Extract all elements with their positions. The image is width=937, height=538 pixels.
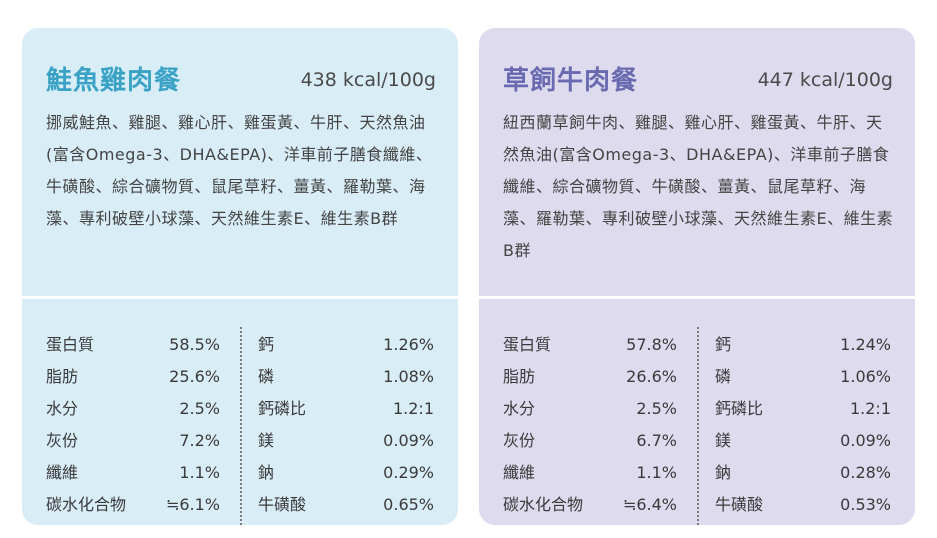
nutrient-value: 1.24% <box>840 335 891 354</box>
nutrient-row: 水分 2.5% <box>46 393 220 425</box>
calorie-value: 447 kcal/100g <box>757 69 893 91</box>
nutrient-label: 碳水化合物 <box>503 495 584 514</box>
nutrient-label: 碳水化合物 <box>46 495 127 514</box>
nutrient-row: 碳水化合物 ≒6.1% <box>46 489 220 521</box>
nutrient-row: 鈣磷比 1.2:1 <box>715 393 891 425</box>
nutrient-value: ≒6.1% <box>165 495 220 514</box>
nutrient-label: 牛磺酸 <box>258 495 307 514</box>
nutrition-column-left: 蛋白質 58.5% 脂肪 25.6% 水分 2.5% 灰份 7.2% 纖維 1.1% 碳水… <box>46 329 220 521</box>
nutrient-label: 水分 <box>503 399 536 418</box>
nutrient-label: 磷 <box>258 367 275 386</box>
nutrient-label: 鎂 <box>258 431 275 450</box>
nutrient-value: 57.8% <box>626 335 677 354</box>
nutrient-row: 鎂 0.09% <box>715 425 891 457</box>
section-divider <box>479 296 915 299</box>
nutrient-value: 7.2% <box>179 431 220 450</box>
nutrient-row: 纖維 1.1% <box>46 457 220 489</box>
nutrient-row: 鈣磷比 1.2:1 <box>258 393 434 425</box>
nutrient-value: 26.6% <box>626 367 677 386</box>
nutrient-value: 1.26% <box>383 335 434 354</box>
nutrient-row: 蛋白質 58.5% <box>46 329 220 361</box>
nutrient-row: 碳水化合物 ≒6.4% <box>503 489 677 521</box>
nutrition-column-right: 鈣 1.24% 磷 1.06% 鈣磷比 1.2:1 鎂 0.09% 鈉 0.28% 牛磺酸… <box>715 329 891 521</box>
nutrient-row: 牛磺酸 0.53% <box>715 489 891 521</box>
nutrition-column-left: 蛋白質 57.8% 脂肪 26.6% 水分 2.5% 灰份 6.7% 纖維 1.1% 碳水… <box>503 329 677 521</box>
nutrient-row: 灰份 6.7% <box>503 425 677 457</box>
nutrient-row: 脂肪 26.6% <box>503 361 677 393</box>
nutrient-label: 脂肪 <box>503 367 536 386</box>
nutrient-value: 1.06% <box>840 367 891 386</box>
nutrient-row: 脂肪 25.6% <box>46 361 220 393</box>
nutrient-label: 鈣磷比 <box>258 399 307 418</box>
nutrient-label: 鈉 <box>258 463 275 482</box>
nutrition-table: 蛋白質 57.8% 脂肪 26.6% 水分 2.5% 灰份 6.7% 纖維 1.1% 碳水… <box>479 299 915 525</box>
nutrition-column-right: 鈣 1.26% 磷 1.08% 鈣磷比 1.2:1 鎂 0.09% 鈉 0.29% 牛磺酸… <box>258 329 434 521</box>
calorie-value: 438 kcal/100g <box>300 69 436 91</box>
nutrient-row: 鎂 0.09% <box>258 425 434 457</box>
product-name: 鮭魚雞肉餐 <box>46 66 182 96</box>
nutrient-label: 纖維 <box>503 463 536 482</box>
nutrient-row: 灰份 7.2% <box>46 425 220 457</box>
nutrient-value: 2.5% <box>636 399 677 418</box>
grassfed-beef-card: 草飼牛肉餐 447 kcal/100g 紐西蘭草飼牛肉、雞腿、雞心肝、雞蛋黃、牛… <box>479 28 915 525</box>
nutrient-label: 脂肪 <box>46 367 79 386</box>
nutrient-value: 6.7% <box>636 431 677 450</box>
nutrient-label: 纖維 <box>46 463 79 482</box>
nutrient-label: 蛋白質 <box>46 335 95 354</box>
nutrient-value: 1.2:1 <box>849 399 891 418</box>
nutrient-row: 水分 2.5% <box>503 393 677 425</box>
nutrient-value: 58.5% <box>169 335 220 354</box>
nutrient-value: 1.1% <box>179 463 220 482</box>
nutrient-value: 0.09% <box>383 431 434 450</box>
nutrient-value: 0.28% <box>840 463 891 482</box>
nutrient-value: 0.29% <box>383 463 434 482</box>
nutrient-row: 鈉 0.29% <box>258 457 434 489</box>
nutrition-table: 蛋白質 58.5% 脂肪 25.6% 水分 2.5% 灰份 7.2% 纖維 1.1% 碳水… <box>22 299 458 525</box>
nutrient-label: 鈣 <box>715 335 732 354</box>
nutrient-value: 0.65% <box>383 495 434 514</box>
nutrient-value: 2.5% <box>179 399 220 418</box>
column-separator <box>697 327 699 525</box>
nutrient-row: 鈣 1.24% <box>715 329 891 361</box>
nutrient-label: 鈉 <box>715 463 732 482</box>
nutrient-label: 鎂 <box>715 431 732 450</box>
ingredient-list: 挪威鮭魚、雞腿、雞心肝、雞蛋黃、牛肝、天然魚油(富含Omega-3、DHA&EP… <box>46 113 433 228</box>
nutrient-row: 磷 1.08% <box>258 361 434 393</box>
card-header: 草飼牛肉餐 447 kcal/100g 紐西蘭草飼牛肉、雞腿、雞心肝、雞蛋黃、牛… <box>479 28 915 296</box>
section-divider <box>22 296 458 299</box>
ingredient-list: 紐西蘭草飼牛肉、雞腿、雞心肝、雞蛋黃、牛肝、天然魚油(富含Omega-3、DHA… <box>503 113 894 260</box>
salmon-chicken-card: 鮭魚雞肉餐 438 kcal/100g 挪威鮭魚、雞腿、雞心肝、雞蛋黃、牛肝、天… <box>22 28 458 525</box>
nutrient-row: 纖維 1.1% <box>503 457 677 489</box>
nutrient-label: 灰份 <box>503 431 536 450</box>
card-header: 鮭魚雞肉餐 438 kcal/100g 挪威鮭魚、雞腿、雞心肝、雞蛋黃、牛肝、天… <box>22 28 458 296</box>
nutrient-label: 磷 <box>715 367 732 386</box>
nutrient-row: 磷 1.06% <box>715 361 891 393</box>
nutrient-value: 0.53% <box>840 495 891 514</box>
nutrient-label: 鈣 <box>258 335 275 354</box>
nutrient-label: 鈣磷比 <box>715 399 764 418</box>
nutrient-value: 1.08% <box>383 367 434 386</box>
nutrient-value: 25.6% <box>169 367 220 386</box>
nutrient-row: 牛磺酸 0.65% <box>258 489 434 521</box>
nutrient-value: 1.2:1 <box>392 399 434 418</box>
nutrient-row: 蛋白質 57.8% <box>503 329 677 361</box>
nutrient-label: 灰份 <box>46 431 79 450</box>
nutrient-row: 鈉 0.28% <box>715 457 891 489</box>
nutrient-value: 0.09% <box>840 431 891 450</box>
nutrient-label: 水分 <box>46 399 79 418</box>
nutrient-label: 牛磺酸 <box>715 495 764 514</box>
column-separator <box>240 327 242 525</box>
nutrient-label: 蛋白質 <box>503 335 552 354</box>
product-name: 草飼牛肉餐 <box>503 66 639 96</box>
nutrient-value: ≒6.4% <box>622 495 677 514</box>
nutrient-row: 鈣 1.26% <box>258 329 434 361</box>
nutrient-value: 1.1% <box>636 463 677 482</box>
